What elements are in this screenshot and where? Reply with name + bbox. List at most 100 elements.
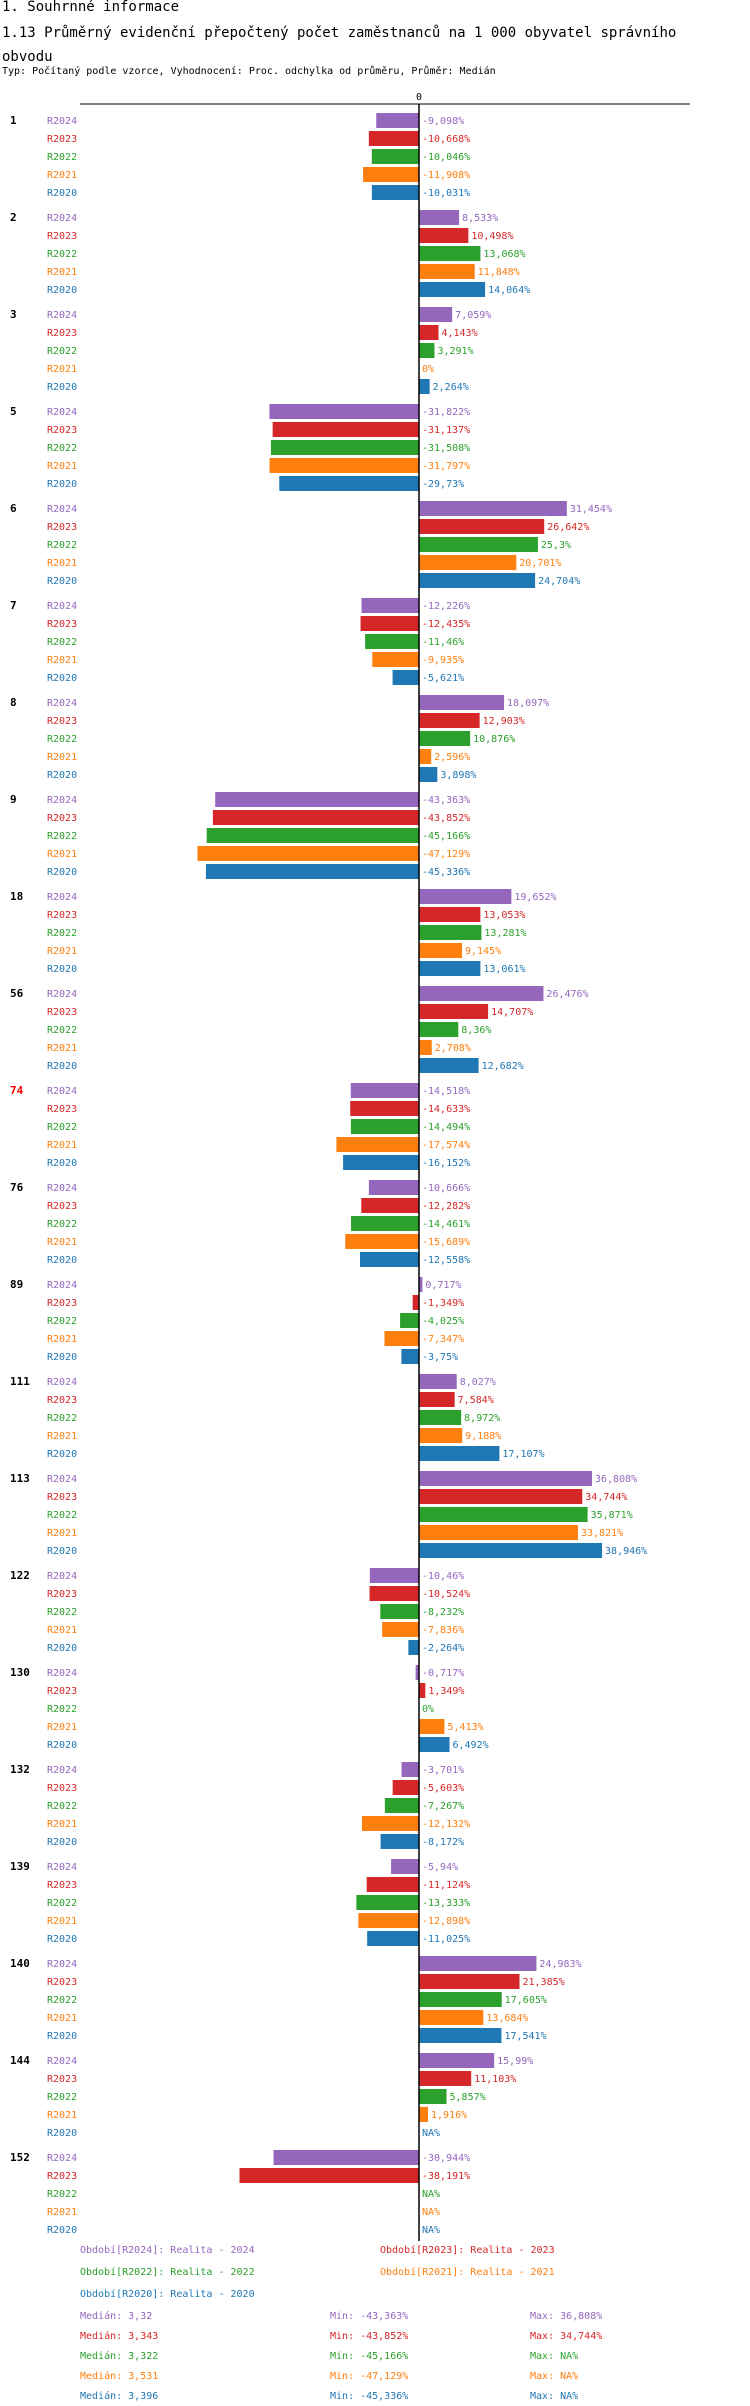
legend-max-R2020: Max: NA%: [530, 2391, 579, 2402]
series-label-111-R2022: R2022: [47, 1413, 77, 1424]
group-label-74: 74: [10, 1084, 24, 1097]
series-label-1-R2021: R2021: [47, 170, 77, 181]
data-label-132-R2021: -12,132%: [422, 1819, 470, 1830]
bar-130-R2024: [415, 1665, 419, 1680]
data-label-111-R2023: 7,584%: [458, 1395, 494, 1406]
bar-74-R2023: [350, 1101, 419, 1116]
series-label-76-R2022: R2022: [47, 1219, 77, 1230]
series-label-8-R2022: R2022: [47, 734, 77, 745]
bar-6-R2022: [419, 537, 538, 552]
series-label-1-R2020: R2020: [47, 188, 77, 199]
data-label-89-R2022: -4,025%: [422, 1316, 464, 1327]
bar-113-R2022: [419, 1507, 588, 1522]
data-label-139-R2023: -11,124%: [422, 1880, 470, 1891]
series-label-8-R2024: R2024: [47, 698, 77, 709]
series-label-7-R2020: R2020: [47, 673, 77, 684]
bar-139-R2020: [367, 1931, 419, 1946]
data-label-152-R2020: NA%: [422, 2225, 440, 2236]
data-label-122-R2020: -2,264%: [422, 1643, 464, 1654]
series-label-132-R2020: R2020: [47, 1837, 77, 1848]
bar-2-R2023: [419, 228, 469, 243]
bar-122-R2023: [369, 1586, 419, 1601]
series-label-122-R2023: R2023: [47, 1589, 77, 1600]
series-label-130-R2021: R2021: [47, 1722, 77, 1733]
bar-132-R2024: [401, 1762, 419, 1777]
group-label-5: 5: [10, 405, 17, 418]
data-label-6-R2022: 25,3%: [541, 540, 571, 551]
series-label-132-R2022: R2022: [47, 1801, 77, 1812]
bar-56-R2022: [419, 1022, 459, 1037]
series-label-139-R2020: R2020: [47, 1934, 77, 1945]
bar-1-R2021: [363, 167, 419, 182]
series-label-111-R2024: R2024: [47, 1377, 77, 1388]
data-label-7-R2024: -12,226%: [422, 601, 470, 612]
series-label-6-R2023: R2023: [47, 522, 77, 533]
series-label-130-R2024: R2024: [47, 1668, 77, 1679]
bar-7-R2021: [372, 652, 419, 667]
series-label-6-R2020: R2020: [47, 576, 77, 587]
bar-111-R2022: [419, 1410, 462, 1425]
legend-period-R2023: Období[R2023]: Realita - 2023: [380, 2245, 555, 2256]
bar-111-R2020: [419, 1446, 500, 1461]
bar-89-R2022: [400, 1313, 419, 1328]
bar-3-R2020: [419, 379, 430, 394]
series-label-113-R2020: R2020: [47, 1546, 77, 1557]
data-label-113-R2021: 33,821%: [581, 1528, 623, 1539]
data-label-1-R2022: -10,046%: [422, 152, 470, 163]
series-label-56-R2022: R2022: [47, 1025, 77, 1036]
group-label-144: 144: [10, 2054, 30, 2067]
data-label-76-R2022: -14,461%: [422, 1219, 470, 1230]
chart-title: 1.13 Průměrný evidenční přepočtený počet…: [2, 25, 677, 65]
bar-8-R2023: [419, 713, 480, 728]
bar-144-R2022: [419, 2089, 447, 2104]
bar-111-R2024: [419, 1374, 457, 1389]
series-label-2-R2020: R2020: [47, 285, 77, 296]
series-label-5-R2021: R2021: [47, 461, 77, 472]
group-label-9: 9: [10, 793, 17, 806]
data-label-76-R2021: -15,689%: [422, 1237, 470, 1248]
bar-5-R2021: [269, 458, 419, 473]
bar-140-R2023: [419, 1974, 520, 1989]
bar-152-R2024: [273, 2150, 419, 2165]
bar-9-R2020: [205, 864, 419, 879]
bar-18-R2024: [419, 889, 512, 904]
series-label-140-R2022: R2022: [47, 1995, 77, 2006]
data-label-1-R2020: -10,031%: [422, 188, 470, 199]
data-label-1-R2021: -11,908%: [422, 170, 470, 181]
series-label-1-R2023: R2023: [47, 134, 77, 145]
bar-7-R2022: [365, 634, 419, 649]
series-label-74-R2023: R2023: [47, 1104, 77, 1115]
legend-max-R2024: Max: 36,808%: [530, 2311, 603, 2322]
bar-132-R2023: [392, 1780, 419, 1795]
series-label-74-R2021: R2021: [47, 1140, 77, 1151]
series-label-144-R2020: R2020: [47, 2128, 77, 2139]
bar-132-R2020: [380, 1834, 419, 1849]
series-label-3-R2024: R2024: [47, 310, 77, 321]
series-label-3-R2022: R2022: [47, 346, 77, 357]
series-label-56-R2023: R2023: [47, 1007, 77, 1018]
data-label-74-R2020: -16,152%: [422, 1158, 470, 1169]
data-label-56-R2024: 26,476%: [546, 989, 588, 1000]
data-label-5-R2023: -31,137%: [422, 425, 470, 436]
data-label-8-R2020: 3,898%: [440, 770, 476, 781]
series-label-140-R2020: R2020: [47, 2031, 77, 2042]
series-label-140-R2023: R2023: [47, 1977, 77, 1988]
legend-period-R2022: Období[R2022]: Realita - 2022: [80, 2267, 255, 2278]
series-label-5-R2024: R2024: [47, 407, 77, 418]
data-label-139-R2021: -12,898%: [422, 1916, 470, 1927]
bar-140-R2022: [419, 1992, 502, 2007]
data-label-89-R2021: -7,347%: [422, 1334, 464, 1345]
series-label-144-R2024: R2024: [47, 2056, 77, 2067]
data-label-130-R2022: 0%: [422, 1704, 434, 1715]
data-label-5-R2024: -31,822%: [422, 407, 470, 418]
series-label-144-R2022: R2022: [47, 2092, 77, 2103]
bar-74-R2022: [350, 1119, 419, 1134]
series-label-130-R2022: R2022: [47, 1704, 77, 1715]
bar-89-R2024: [419, 1277, 423, 1292]
series-label-18-R2020: R2020: [47, 964, 77, 975]
bar-2-R2022: [419, 246, 481, 261]
bar-111-R2023: [419, 1392, 455, 1407]
series-label-89-R2021: R2021: [47, 1334, 77, 1345]
series-label-9-R2023: R2023: [47, 813, 77, 824]
series-label-144-R2021: R2021: [47, 2110, 77, 2121]
